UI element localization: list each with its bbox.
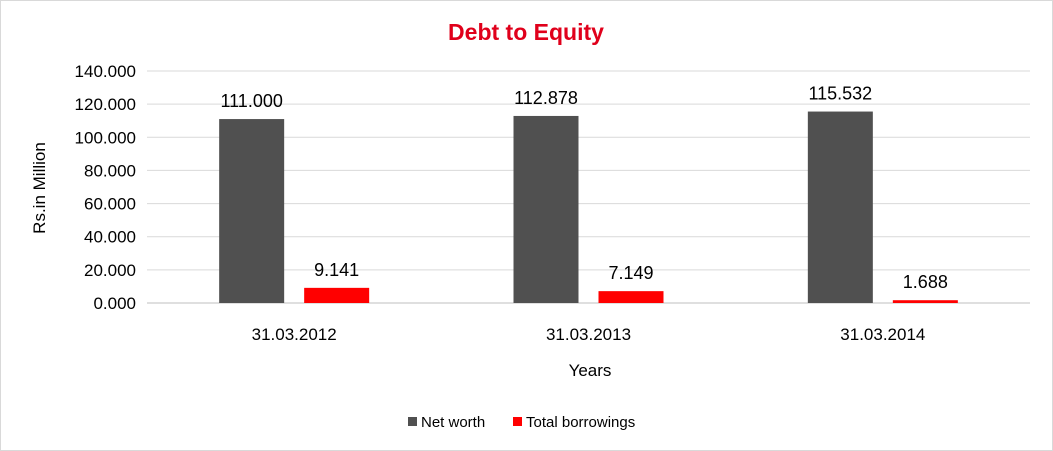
bar-net-worth [513,115,579,303]
legend-swatch [408,417,417,426]
data-label: 1.688 [903,272,948,292]
y-tick-label: 120.000 [75,95,136,114]
y-axis-ticks: 0.000 20.000 40.000 60.000 80.000 100.000 120.… [75,62,136,313]
bar-total-borrowings [304,287,370,303]
bar-net-worth [219,119,285,303]
data-label: 111.000 [220,91,282,111]
data-label: 112.878 [514,88,578,108]
bar-total-borrowings [892,300,958,303]
legend-label: Net worth [421,414,485,431]
legend-label: Total borrowings [526,414,635,431]
y-axis-title: Rs.in Million [30,142,49,234]
y-tick-label: 20.000 [84,261,136,280]
x-tick-label: 31.03.2013 [546,325,631,344]
data-label: 115.532 [808,84,872,104]
gridlines [147,70,1030,304]
x-tick-label: 31.03.2012 [252,325,337,344]
legend-swatch [513,417,522,426]
x-axis-ticks: 31.03.2012 31.03.2013 31.03.2014 [252,325,926,344]
y-tick-label: 40.000 [84,228,136,247]
chart-title: Debt to Equity [448,19,604,45]
y-tick-label: 80.000 [84,161,136,180]
y-tick-label: 60.000 [84,195,136,214]
bar-total-borrowings [598,291,664,303]
bars: 111.000 9.141 112.878 7.149 115.532 1.688 [219,84,958,304]
bar-net-worth [807,111,873,304]
x-tick-label: 31.03.2014 [840,325,925,344]
data-label: 7.149 [608,263,653,283]
data-label: 9.141 [314,260,359,280]
x-axis-title: Years [569,361,612,380]
legend: Net worth Total borrowings [408,414,635,431]
y-tick-label: 140.000 [75,62,136,81]
y-tick-label: 100.000 [75,128,136,147]
y-tick-label: 0.000 [93,294,136,313]
